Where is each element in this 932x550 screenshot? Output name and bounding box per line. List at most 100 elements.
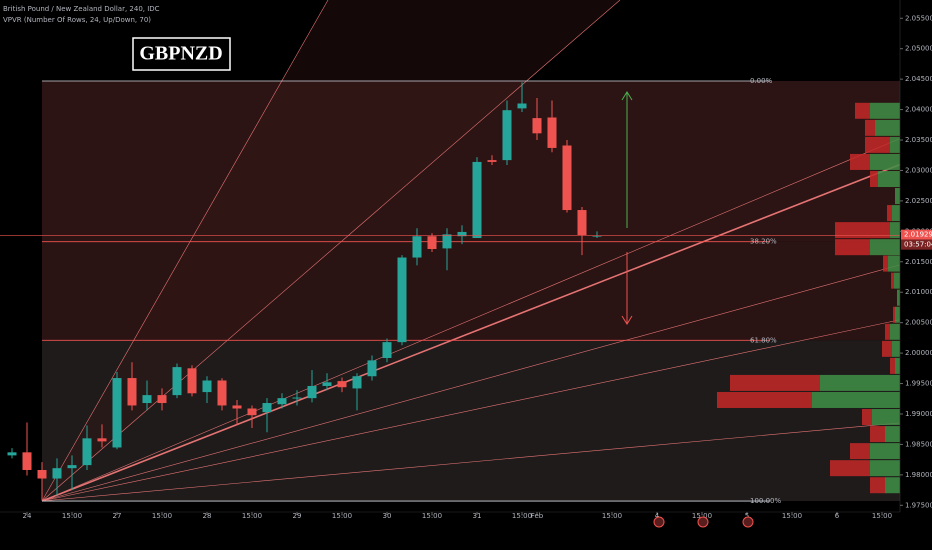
vp-down: [891, 272, 894, 289]
x-tick-label: 15:00: [782, 512, 802, 520]
x-tick-label: 30: [383, 512, 392, 520]
vp-up: [892, 340, 900, 357]
fan-line: [41, 419, 932, 502]
candle-body: [367, 360, 377, 377]
candle-body: [67, 465, 77, 469]
y-tick-label: 2.02500: [905, 197, 932, 205]
badge-box: [132, 37, 231, 71]
gann-fan: [41, 0, 932, 502]
candle-body: [37, 469, 47, 479]
x-tick-label: 15:00: [512, 512, 532, 520]
fib-zone: [42, 340, 900, 502]
candle-body: [547, 117, 557, 148]
x-tick-label: 15:00: [152, 512, 172, 520]
price-tag-label: 2.01929: [904, 231, 932, 239]
vp-down: [830, 460, 870, 477]
vp-up: [892, 205, 900, 222]
vp-up: [895, 357, 900, 374]
candle-body: [22, 452, 32, 470]
candle-body: [427, 236, 437, 249]
candle-body: [502, 110, 512, 161]
fan-line: [41, 312, 932, 502]
countdown-tag: [901, 239, 932, 250]
vp-up: [895, 306, 900, 323]
vp-down: [893, 306, 895, 323]
vp-down: [890, 357, 895, 374]
x-tick-label: Feb: [531, 512, 544, 520]
plot-background: [42, 80, 900, 502]
vp-up: [812, 391, 900, 408]
vp-up: [894, 272, 900, 289]
candle-body: [217, 380, 227, 406]
candle-body: [262, 403, 272, 413]
vp-up: [895, 188, 900, 205]
vp-down: [855, 102, 870, 119]
candle-body: [292, 397, 302, 399]
fib-label: 0.00%: [750, 77, 773, 85]
event-icons[interactable]: [653, 516, 754, 528]
y-tick-label: 2.04500: [905, 75, 932, 83]
event-icon[interactable]: [697, 516, 709, 528]
candle-body: [517, 103, 527, 109]
x-tick-label: 15:00: [242, 512, 262, 520]
candle-body: [277, 398, 287, 405]
x-tick-label: 24: [23, 512, 32, 520]
event-icon[interactable]: [653, 516, 665, 528]
y-tick-label: 2.05500: [905, 14, 932, 22]
candle-body: [307, 385, 317, 399]
fan-line: [41, 0, 329, 502]
vp-up: [870, 239, 900, 256]
y-tick-label: 2.05000: [905, 45, 932, 53]
y-tick-label: 2.04000: [905, 106, 932, 114]
x-tick-label: 5: [745, 512, 749, 520]
vp-down: [885, 323, 890, 340]
y-tick-label: 2.00500: [905, 319, 932, 327]
vp-down: [887, 205, 892, 222]
candle-body: [202, 380, 212, 393]
candle-body: [112, 378, 122, 448]
y-tick-label: 2.03500: [905, 136, 932, 144]
candle-body: [532, 118, 542, 134]
fib-zone: [42, 241, 900, 341]
y-tick-label: 2.03000: [905, 166, 932, 174]
fan-line: [41, 151, 932, 502]
candle-body: [457, 231, 467, 237]
vp-down: [865, 119, 875, 136]
y-tick-label: 2.00000: [905, 349, 932, 357]
candle-body: [577, 210, 587, 235]
vp-down: [870, 170, 878, 187]
fan-line: [41, 124, 932, 502]
price-tag: [901, 229, 932, 240]
vp-down: [835, 239, 870, 256]
y-tick-label: 1.97500: [905, 501, 932, 509]
vp-up: [890, 323, 900, 340]
candle-body: [562, 145, 572, 211]
candle-body: [232, 405, 242, 409]
candle-body: [97, 438, 107, 442]
candle-body: [382, 342, 392, 358]
candle-body: [397, 257, 407, 343]
vp-up: [875, 119, 900, 136]
x-tick-label: 31: [473, 512, 482, 520]
y-tick-label: 2.01500: [905, 258, 932, 266]
candle-body: [142, 395, 152, 404]
indicator-title: VPVR (Number Of Rows, 24, Up/Down, 70): [3, 16, 151, 24]
fib-label: 38.20%: [750, 238, 777, 246]
vp-down: [850, 153, 870, 170]
vp-down: [882, 340, 892, 357]
up-arrow-head: [621, 91, 633, 101]
projection-arrows: [621, 91, 633, 325]
candle-body: [172, 367, 182, 396]
vp-down: [883, 255, 888, 272]
vp-up: [820, 374, 900, 391]
vp-up: [870, 102, 900, 119]
candle-body: [337, 381, 347, 388]
candle-body: [82, 438, 92, 466]
volume-profile: [717, 102, 900, 494]
candle-body: [187, 368, 197, 394]
candle-body: [487, 160, 497, 162]
vp-up: [890, 222, 900, 239]
event-icon[interactable]: [742, 516, 754, 528]
vp-down: [850, 443, 870, 460]
